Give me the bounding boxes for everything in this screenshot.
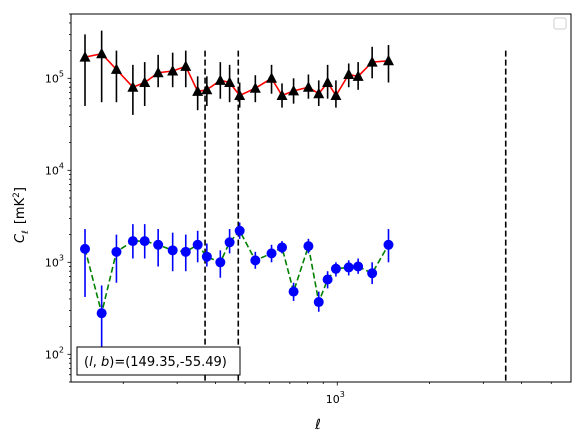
series-0-point: [110, 63, 122, 74]
series-1-point: [383, 239, 394, 250]
series-1-point: [192, 239, 203, 250]
x-tick-label-0: 103: [326, 390, 345, 406]
series-1-point: [288, 286, 299, 297]
series-0-point: [249, 82, 261, 93]
series-1-point: [153, 239, 164, 250]
series-0-point: [352, 70, 364, 81]
y-tick-label-0: 102: [45, 345, 64, 361]
series-1-point: [250, 255, 261, 266]
y-axis-label: Cℓ [mK2]: [12, 187, 31, 243]
series-0-point: [127, 81, 139, 92]
series-0-point: [192, 85, 204, 96]
series-1-point: [234, 225, 245, 236]
series-0: [79, 30, 394, 115]
series-0-point: [214, 74, 226, 85]
series-1-point: [224, 237, 235, 248]
annotation-text: (l, b)=(149.35,-55.49): [84, 355, 227, 370]
y-axis-label-unit-exponent: 2: [12, 192, 22, 198]
series-1-point: [139, 236, 150, 247]
y-axis-label-unit-close: ]: [13, 187, 28, 192]
series-1-point: [127, 236, 138, 247]
series-1-point: [330, 263, 341, 274]
series-1-point: [343, 262, 354, 273]
series-1-point: [167, 245, 178, 256]
annotation-b: b: [101, 355, 109, 370]
series-1-point: [215, 257, 226, 268]
annotation-frame: [76, 346, 241, 376]
legend-box: [553, 17, 567, 30]
series-1-point: [201, 251, 212, 262]
series-0-point: [201, 83, 213, 95]
series-0-point: [366, 56, 378, 67]
series-1-point: [111, 246, 122, 257]
series-0-point: [322, 76, 334, 88]
series-0-point: [180, 60, 192, 71]
series-0-point: [152, 66, 164, 78]
series-1-point: [353, 261, 364, 272]
series-0-point: [224, 76, 236, 88]
series-1: [80, 222, 394, 359]
annotation-value: =(149.35,-55.49): [114, 355, 227, 370]
y-tick-label-1: 103: [45, 253, 64, 269]
series-0-point: [313, 87, 325, 99]
y-axis-label-symbol: C: [13, 233, 28, 243]
y-axis-label-unit: [mK: [13, 197, 28, 224]
annotation-l: l: [89, 355, 93, 370]
axis-ticks: 102 103 104 105 103: [45, 13, 552, 406]
series-1-point: [277, 242, 288, 253]
series-0-point: [302, 81, 314, 92]
y-axis-label-subscript: ℓ: [21, 230, 31, 235]
series-0-point: [330, 89, 342, 101]
series-1-point: [303, 241, 314, 252]
series-1-point: [96, 308, 107, 319]
series-1-point: [266, 248, 277, 259]
series-1-point: [180, 246, 191, 257]
y-tick-label-3: 105: [45, 69, 64, 85]
series-0-point: [79, 51, 91, 62]
series-0-point: [288, 84, 300, 96]
series-0-point: [96, 47, 108, 59]
annotation-box: (l, b)=(149.35,-55.49): [76, 346, 241, 376]
plot-area: [79, 30, 507, 382]
series-1-point: [367, 268, 378, 279]
series-0-point: [382, 54, 394, 66]
y-tick-label-2: 104: [45, 161, 64, 177]
x-axis-label: ℓ: [314, 417, 321, 433]
series-0-point: [167, 65, 179, 76]
series-1-point: [322, 274, 333, 285]
series-0-point: [139, 76, 151, 88]
series-0-point: [276, 89, 288, 101]
series-1-point: [313, 297, 324, 308]
series-0-point: [234, 89, 246, 101]
series-0-point: [266, 72, 278, 83]
series-0-point: [343, 68, 355, 79]
series-1-point: [80, 243, 91, 254]
